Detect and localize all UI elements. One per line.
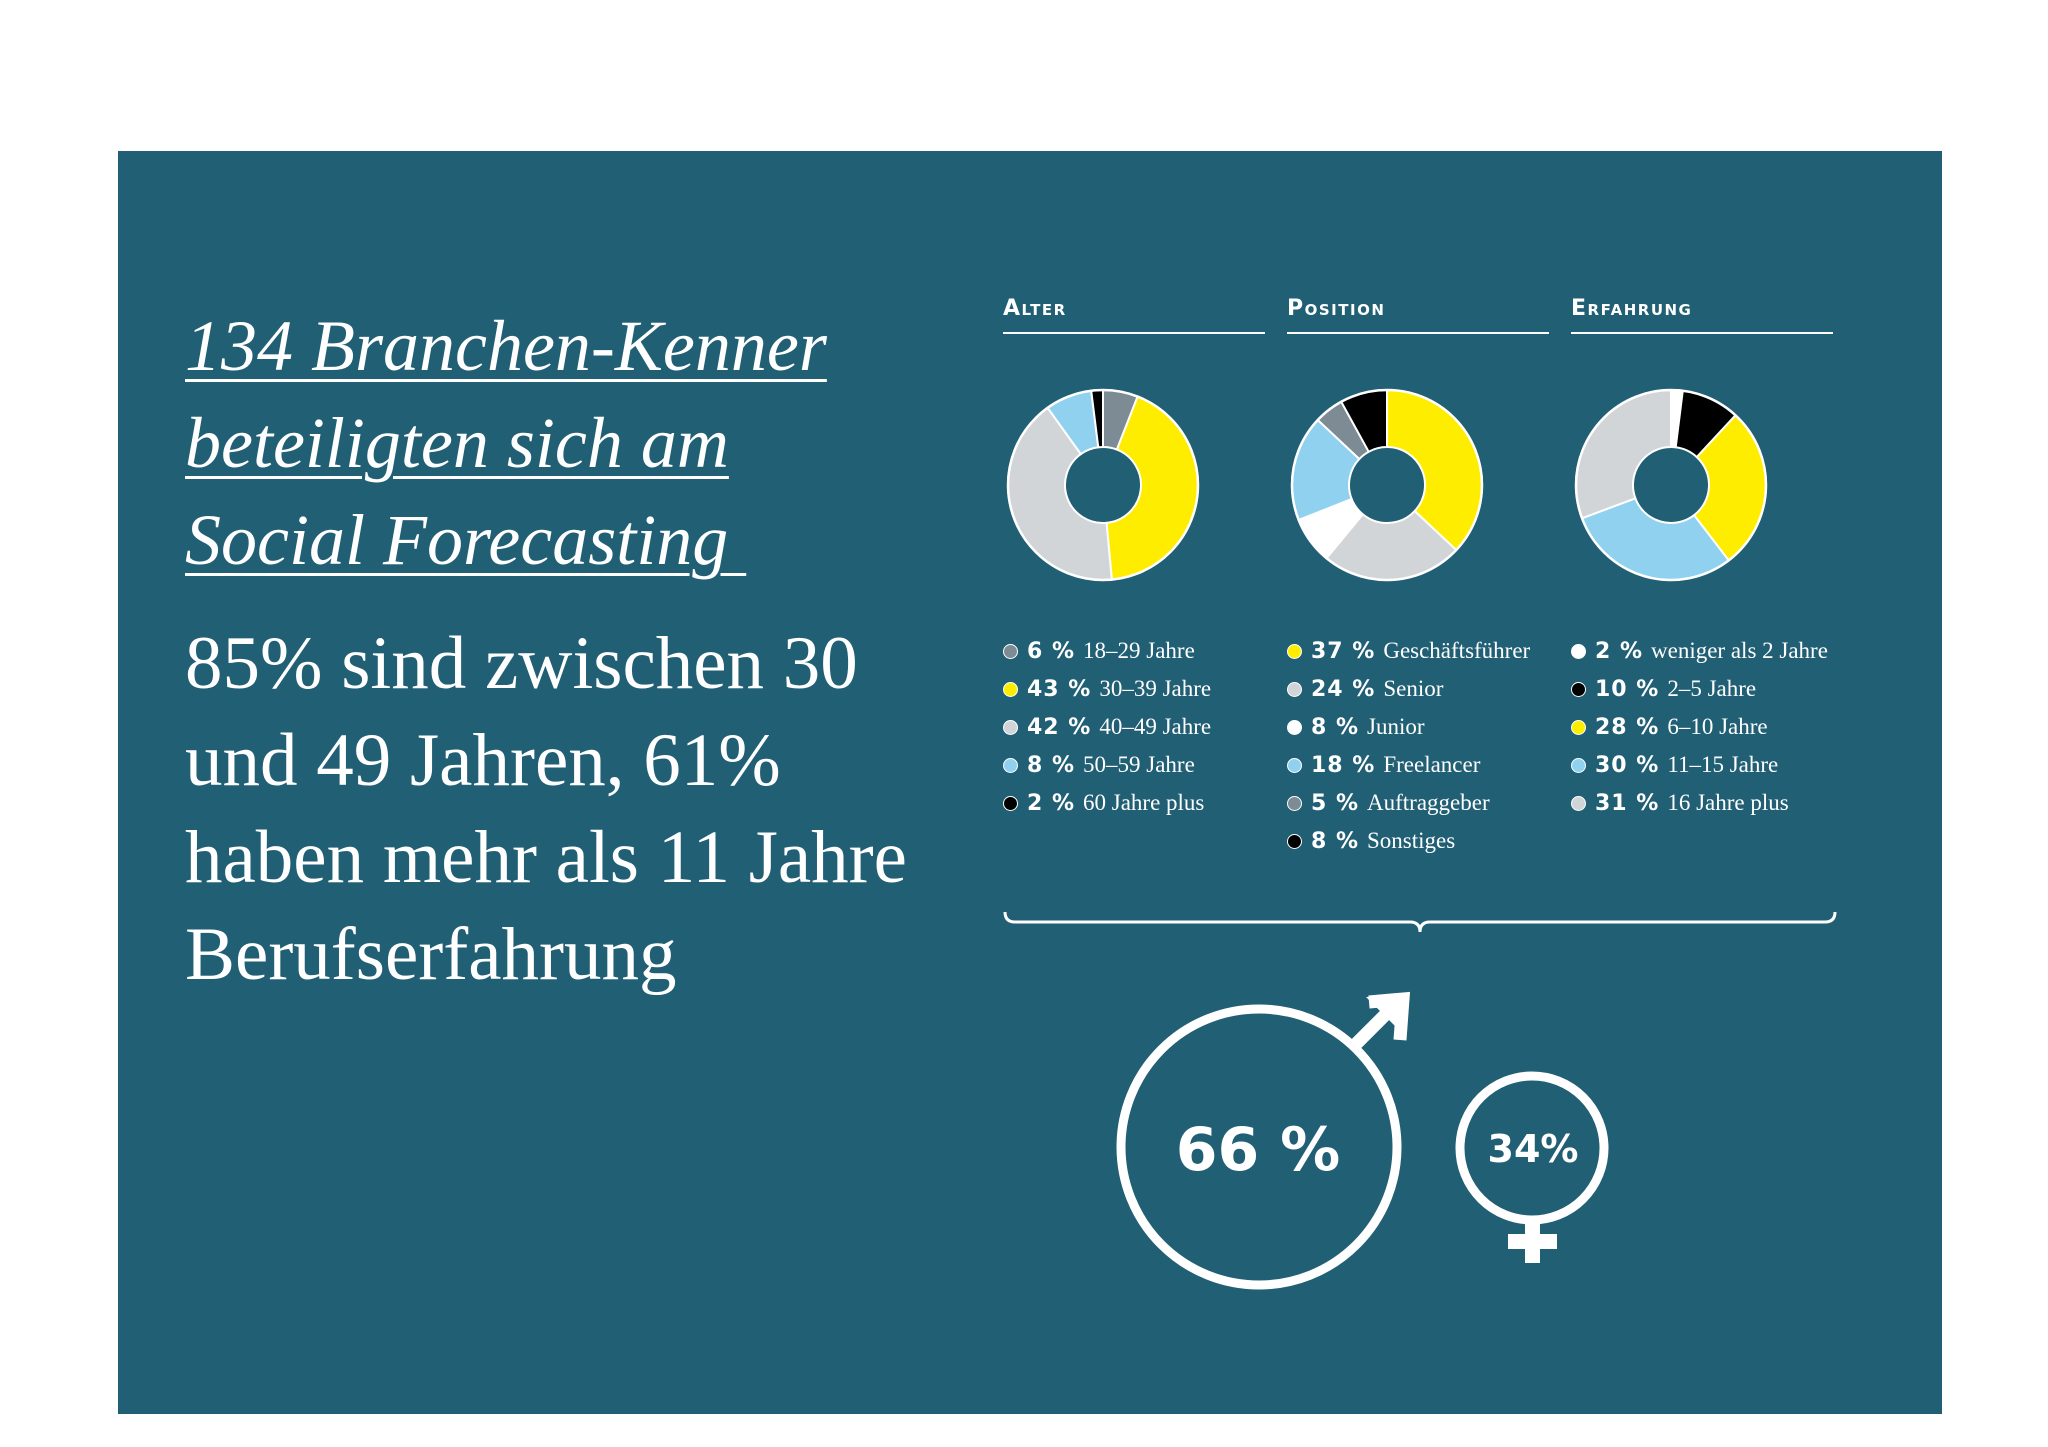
legend-label: 60 Jahre plus [1083, 790, 1205, 815]
legend-percentage: 31 % [1595, 790, 1660, 816]
legend-label: Sonstiges [1367, 828, 1456, 853]
legend-swatch [1571, 757, 1586, 773]
legend-item-16-jahre-plus: 31 % 16 Jahre plus [1571, 784, 1828, 822]
legend-swatch [1003, 757, 1018, 773]
legend-percentage: 18 % [1311, 752, 1376, 778]
legend-swatch [1287, 833, 1302, 849]
position-donut-chart [1290, 388, 1484, 582]
erfahrung-title: Erfahrung [1571, 296, 1693, 321]
alter-donut-chart [1006, 388, 1200, 582]
legend-item-40-49-jahre: 42 % 40–49 Jahre [1003, 708, 1211, 746]
headline-line-1: 134 Branchen-Kenner [185, 306, 827, 386]
alter-legend: 6 % 18–29 Jahre 43 % 30–39 Jahre 42 % 40–49 J… [1003, 632, 1211, 822]
erfahrung-header: Erfahrung [1571, 292, 1833, 334]
legend-label: 40–49 Jahre [1099, 714, 1212, 739]
erfahrung-legend: 2 % weniger als 2 Jahre 10 % 2–5 Jahre 28 % 6… [1571, 632, 1828, 822]
legend-label: 6–10 Jahre [1667, 714, 1768, 739]
legend-percentage: 28 % [1595, 714, 1660, 740]
legend-percentage: 8 % [1027, 752, 1076, 778]
legend-percentage: 6 % [1027, 638, 1076, 664]
donut-outer-ring [1290, 388, 1484, 582]
legend-swatch [1287, 795, 1302, 811]
legend-percentage: 8 % [1311, 714, 1360, 740]
legend-swatch [1003, 681, 1018, 697]
legend-item-2-5-jahre: 10 % 2–5 Jahre [1571, 670, 1828, 708]
legend-label: 18–29 Jahre [1083, 638, 1195, 663]
donut-outer-ring [1574, 388, 1768, 582]
legend-item-auftraggeber: 5 % Auftraggeber [1287, 784, 1530, 822]
legend-item-60-jahre-plus: 2 % 60 Jahre plus [1003, 784, 1211, 822]
alter-header: Alter [1003, 292, 1265, 334]
legend-label: 30–39 Jahre [1099, 676, 1212, 701]
legend-swatch [1003, 643, 1018, 659]
headline-line-3: Social Forecasting [185, 500, 747, 580]
summary-text: 85% sind zwischen 30 und 49 Jahren, 61% … [185, 622, 907, 996]
infographic-panel [118, 151, 1942, 1414]
legend-swatch [1287, 757, 1302, 773]
legend-swatch [1571, 643, 1586, 659]
legend-item-30-39-jahre: 43 % 30–39 Jahre [1003, 670, 1211, 708]
legend-swatch [1287, 643, 1302, 659]
legend-item-senior: 24 % Senior [1287, 670, 1530, 708]
headline-line-2: beteiligten sich am [185, 403, 729, 483]
legend-item-junior: 8 % Junior [1287, 708, 1530, 746]
legend-label: weniger als 2 Jahre [1651, 638, 1828, 663]
legend-item-50-59-jahre: 8 % 50–59 Jahre [1003, 746, 1211, 784]
legend-percentage: 42 % [1027, 714, 1092, 740]
legend-swatch [1287, 719, 1302, 735]
legend-percentage: 5 % [1311, 790, 1360, 816]
legend-label: Freelancer [1383, 752, 1481, 777]
position-header: Position [1287, 292, 1549, 334]
legend-label: Senior [1383, 676, 1444, 701]
legend-swatch [1571, 681, 1586, 697]
legend-percentage: 24 % [1311, 676, 1376, 702]
legend-item-11-15-jahre: 30 % 11–15 Jahre [1571, 746, 1828, 784]
legend-item-18-29-jahre: 6 % 18–29 Jahre [1003, 632, 1211, 670]
legend-label: Geschäftsführer [1383, 638, 1531, 663]
legend-label: Auftraggeber [1367, 790, 1490, 815]
legend-item-gesch-ftsf-hrer: 37 % Geschäftsführer [1287, 632, 1530, 670]
legend-percentage: 2 % [1027, 790, 1076, 816]
legend-item-6-10-jahre: 28 % 6–10 Jahre [1571, 708, 1828, 746]
legend-label: 11–15 Jahre [1667, 752, 1779, 777]
legend-percentage: 37 % [1311, 638, 1376, 664]
legend-swatch [1571, 795, 1586, 811]
legend-label: Junior [1367, 714, 1425, 739]
legend-percentage: 10 % [1595, 676, 1660, 702]
legend-item-freelancer: 18 % Freelancer [1287, 746, 1530, 784]
slice-16-jahre-plus [1575, 388, 1672, 520]
legend-item-weniger-als-2-jahre: 2 % weniger als 2 Jahre [1571, 632, 1828, 670]
legend-swatch [1287, 681, 1302, 697]
erfahrung-donut-chart [1574, 388, 1768, 582]
legend-percentage: 30 % [1595, 752, 1660, 778]
legend-percentage: 43 % [1027, 676, 1092, 702]
legend-percentage: 8 % [1311, 828, 1360, 854]
donut-outer-ring [1006, 388, 1200, 582]
position-legend: 37 % Geschäftsführer 24 % Senior 8 % Junior 18… [1287, 632, 1530, 860]
legend-swatch [1003, 719, 1018, 735]
legend-item-sonstiges: 8 % Sonstiges [1287, 822, 1530, 860]
position-title: Position [1287, 296, 1386, 321]
legend-swatch [1003, 795, 1018, 811]
legend-label: 2–5 Jahre [1667, 676, 1757, 701]
legend-swatch [1571, 719, 1586, 735]
legend-label: 16 Jahre plus [1667, 790, 1789, 815]
legend-label: 50–59 Jahre [1083, 752, 1195, 777]
legend-percentage: 2 % [1595, 638, 1644, 664]
alter-title: Alter [1003, 296, 1067, 321]
